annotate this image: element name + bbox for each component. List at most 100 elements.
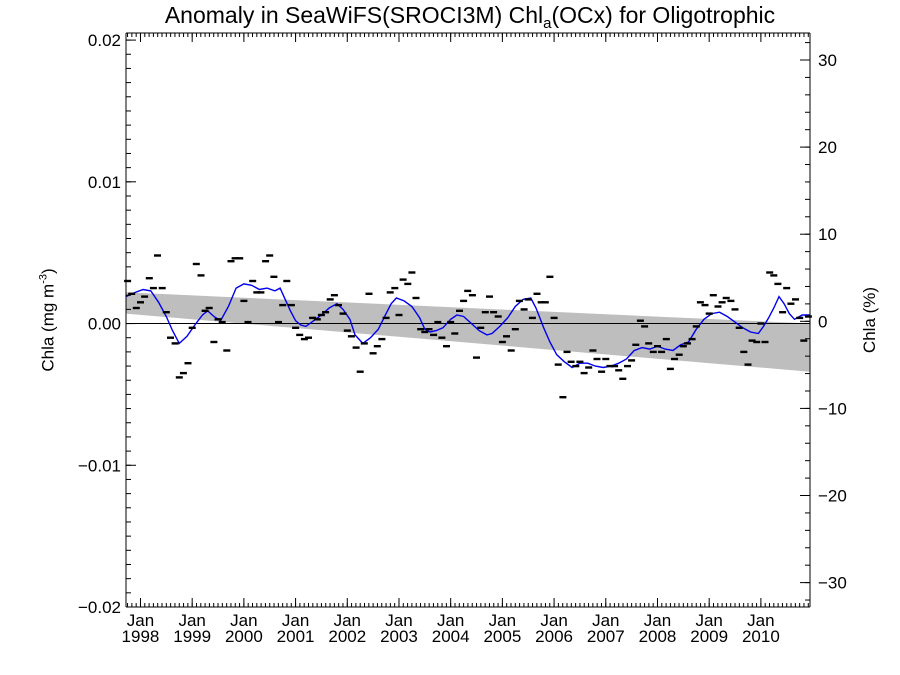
x-tick-year-label: 2007: [587, 627, 625, 646]
anomaly-point: [408, 271, 416, 274]
anomaly-point: [149, 286, 157, 290]
anomaly-point: [705, 312, 713, 315]
anomaly-point: [641, 325, 649, 328]
anomaly-point: [128, 292, 136, 295]
anomaly-point: [800, 339, 808, 342]
anomaly-point: [158, 286, 166, 290]
anomaly-point: [218, 320, 226, 324]
anomaly-point: [546, 275, 554, 278]
anomaly-point: [451, 332, 459, 335]
anomaly-point: [421, 330, 429, 334]
anomaly-point: [636, 319, 644, 322]
anomaly-point: [347, 335, 355, 338]
anomaly-point: [671, 357, 678, 361]
x-tick-year-label: 2006: [535, 627, 573, 646]
anomaly-point: [528, 316, 536, 320]
x-tick-month-label: Jan: [334, 611, 361, 630]
anomaly-point: [524, 298, 532, 301]
anomaly-point: [257, 291, 265, 294]
anomaly-point: [796, 316, 804, 320]
anomaly-point: [309, 316, 317, 320]
anomaly-point: [270, 275, 278, 278]
anomaly-point: [179, 371, 187, 375]
anomaly-point: [378, 337, 386, 341]
anomaly-point: [473, 356, 480, 359]
anomaly-point: [369, 352, 377, 355]
anomaly-point: [343, 329, 351, 332]
anomaly-point: [740, 350, 748, 354]
anomaly-point: [360, 342, 368, 345]
anomaly-point: [494, 315, 502, 318]
anomaly-point: [701, 303, 709, 307]
anomaly-point: [649, 350, 657, 354]
anomaly-point: [279, 303, 287, 307]
anomaly-point: [171, 342, 179, 345]
anomaly-point: [787, 302, 795, 305]
anomaly-point: [266, 254, 274, 257]
anomaly-point: [645, 342, 653, 345]
running-mean-line: [125, 283, 810, 369]
x-tick-year-label: 2010: [742, 627, 780, 646]
x-tick-year-label: 1999: [173, 627, 211, 646]
anomaly-point: [559, 396, 567, 399]
anomaly-point: [598, 370, 606, 373]
anomaly-point: [503, 335, 510, 338]
anomaly-point: [722, 296, 730, 300]
anomaly-point: [675, 353, 683, 356]
x-tick-month-label: Jan: [178, 611, 205, 630]
x-tick-month-label: Jan: [592, 611, 619, 630]
anomaly-point: [563, 350, 571, 354]
anomaly-point: [201, 309, 209, 312]
x-tick-month-label: Jan: [437, 611, 464, 630]
anomaly-point: [606, 364, 614, 368]
anomaly-point: [515, 299, 523, 303]
anomaly-point: [275, 320, 282, 324]
anomaly-point: [326, 298, 334, 301]
y-right-tick-label: 10: [818, 225, 837, 244]
x-tick-month-label: Jan: [282, 611, 309, 630]
anomaly-point: [373, 345, 381, 348]
trend-confidence-band: [126, 292, 810, 372]
anomaly-point: [339, 312, 347, 315]
x-tick-month-label: Jan: [747, 611, 774, 630]
x-tick-month-label: Jan: [695, 611, 722, 630]
y-left-tick-label: 0.02: [88, 31, 121, 50]
anomaly-point: [748, 339, 756, 342]
x-tick-year-label: 2001: [277, 627, 315, 646]
anomaly-point: [447, 320, 455, 324]
axes-layer: 0.020.010.00−0.01−0.023020100−10−20−30Ja…: [78, 31, 847, 646]
anomaly-point: [175, 376, 183, 379]
anomaly-point: [498, 340, 506, 344]
anomaly-point: [658, 350, 666, 354]
trend-confidence-band-layer: [126, 292, 810, 372]
anomaly-point: [481, 311, 489, 314]
y-right-tick-label: −10: [818, 399, 847, 418]
anomaly-point: [434, 320, 442, 324]
anomaly-point: [757, 322, 765, 325]
anomaly-point: [783, 286, 791, 290]
anomaly-point: [520, 308, 528, 311]
anomaly-point: [425, 328, 433, 331]
anomaly-point: [696, 301, 704, 304]
anomaly-point: [438, 336, 446, 339]
anomaly-point: [589, 349, 597, 352]
anomaly-point: [585, 366, 593, 369]
anomaly-point: [262, 260, 270, 263]
x-tick-month-label: Jan: [385, 611, 412, 630]
anomaly-point: [468, 294, 476, 297]
y-right-tick-label: 0: [818, 312, 827, 331]
anomaly-point: [464, 289, 472, 293]
anomaly-point: [804, 315, 812, 318]
anomaly-point: [223, 349, 231, 352]
anomaly-point: [666, 367, 674, 371]
y-right-tick-label: 20: [818, 138, 837, 157]
anomaly-point: [507, 349, 515, 352]
x-tick-year-label: 2004: [432, 627, 470, 646]
anomaly-point: [460, 299, 468, 303]
anomaly-point: [404, 282, 412, 286]
anomaly-point: [490, 311, 498, 314]
anomaly-point: [283, 279, 291, 283]
anomaly-point: [537, 301, 545, 304]
anomaly-point: [382, 316, 390, 320]
anomaly-point: [779, 311, 787, 314]
